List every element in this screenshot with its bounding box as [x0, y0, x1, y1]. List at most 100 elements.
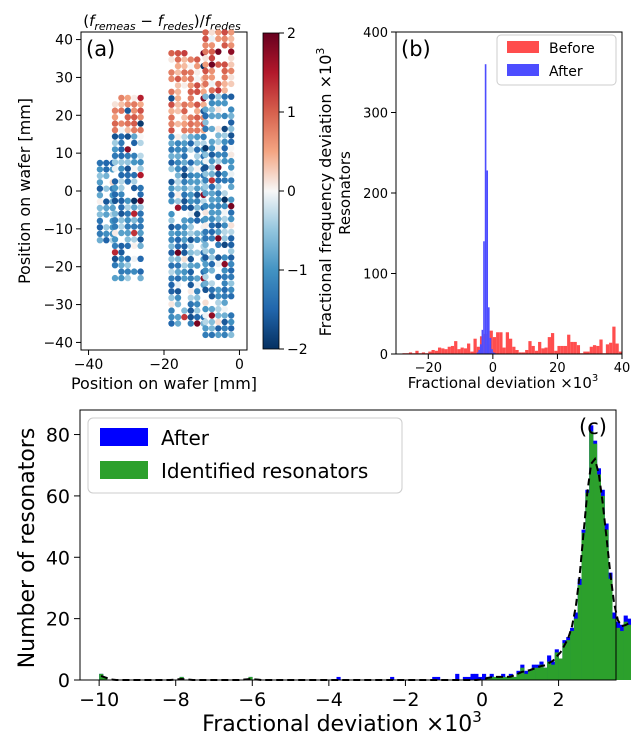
bar-before: [557, 345, 561, 354]
panel-a-ytick-label: 40: [55, 33, 73, 49]
wafer-dot: [221, 241, 228, 248]
wafer-dot: [137, 114, 144, 121]
bar-identified: [535, 667, 540, 680]
bar-identified: [570, 630, 575, 680]
wafer-dot: [194, 198, 201, 205]
panel-c-ytick-label: 80: [46, 425, 70, 447]
bar-identified: [489, 676, 494, 680]
bar-identified: [493, 676, 498, 680]
wafer-dot: [137, 171, 144, 179]
wafer-dot: [202, 248, 209, 255]
bar-before: [408, 352, 413, 354]
bar-identified: [504, 676, 510, 680]
wafer-dot: [208, 177, 216, 184]
wafer-dot: [137, 268, 144, 275]
wafer-dot: [187, 255, 194, 263]
wafer-dot: [118, 120, 125, 127]
wafer-dot: [118, 126, 125, 134]
wafer-dot: [174, 107, 182, 115]
wafer-dot: [124, 242, 131, 250]
wafer-dot: [174, 165, 182, 173]
wafer-dot: [221, 286, 228, 293]
wafer-dot: [168, 249, 175, 256]
wafer-dot: [181, 75, 188, 83]
wafer-dot: [118, 133, 125, 140]
wafer-dot: [118, 94, 125, 102]
wafer-dot: [168, 69, 175, 76]
wafer-dot: [181, 165, 188, 173]
wafer-dot: [215, 164, 222, 171]
bar-identified: [612, 618, 617, 680]
wafer-dot: [208, 215, 216, 223]
wafer-dot: [221, 325, 228, 332]
wafer-dot: [131, 152, 138, 159]
panel-a-ytick-label: 20: [55, 108, 73, 124]
wafer-dot: [124, 210, 131, 217]
wafer-dot: [208, 67, 216, 75]
wafer-dot: [131, 184, 138, 192]
bar-before: [576, 345, 581, 354]
wafer-dot: [131, 133, 138, 140]
wafer-dot: [181, 307, 188, 314]
wafer-dot: [103, 185, 110, 192]
wafer-dot: [221, 170, 228, 178]
wafer-dot: [228, 312, 235, 319]
panel-a-label: (a): [86, 37, 115, 61]
wafer-dot: [202, 215, 209, 223]
panel-a-dots: [96, 29, 235, 339]
wafer-dot: [194, 217, 201, 224]
wafer-dot: [221, 157, 228, 165]
colorbar-tick-label: 2: [287, 26, 296, 42]
panel-b-xlabel: Fractional deviation ×103: [408, 373, 599, 392]
wafer-dot: [228, 254, 235, 261]
wafer-dot: [174, 120, 182, 128]
wafer-dot: [228, 286, 235, 293]
wafer-dot: [208, 138, 216, 145]
wafer-dot: [208, 170, 216, 178]
wafer-dot: [187, 75, 194, 83]
wafer-dot: [202, 305, 209, 313]
wafer-dot: [202, 48, 209, 55]
wafer-dot: [215, 293, 222, 300]
panel-b-ylabel: Resonators: [336, 151, 354, 235]
wafer-dot: [118, 262, 125, 269]
wafer-dot: [168, 50, 175, 57]
legend-label-after: After: [549, 64, 583, 80]
wafer-dot: [111, 197, 119, 204]
wafer-dot: [118, 107, 125, 114]
wafer-dot: [215, 35, 222, 42]
wafer-dot: [208, 254, 216, 261]
bar-before: [473, 338, 477, 354]
wafer-dot: [228, 331, 235, 339]
wafer-dot: [228, 196, 235, 203]
wafer-dot: [194, 275, 201, 282]
wafer-dot: [96, 192, 104, 199]
bar-before: [592, 345, 597, 354]
panel-a-ytick-label: −30: [43, 298, 73, 314]
wafer-dot: [208, 125, 216, 133]
wafer-dot: [174, 281, 182, 289]
wafer-dot: [118, 146, 125, 153]
wafer-dot: [187, 281, 194, 289]
wafer-dot: [168, 320, 175, 327]
wafer-dot: [168, 140, 175, 147]
wafer-dot: [215, 145, 222, 152]
wafer-dot: [137, 236, 144, 243]
wafer-dot: [208, 248, 216, 255]
wafer-dot: [221, 254, 228, 261]
wafer-dot: [215, 325, 222, 332]
bar-before: [415, 350, 419, 354]
panel-c-xtick-label: −2: [391, 689, 419, 711]
wafer-dot: [215, 177, 222, 184]
wafer-dot: [118, 268, 125, 275]
wafer-dot: [221, 29, 228, 36]
bar-after: [488, 307, 490, 354]
wafer-dot: [202, 170, 209, 178]
wafer-dot: [131, 159, 138, 166]
wafer-dot: [187, 69, 194, 76]
panel-b-legend: Before After: [496, 34, 617, 86]
wafer-dot: [181, 185, 188, 192]
wafer-dot: [194, 191, 201, 198]
wafer-dot: [96, 230, 104, 237]
wafer-dot: [187, 185, 194, 192]
